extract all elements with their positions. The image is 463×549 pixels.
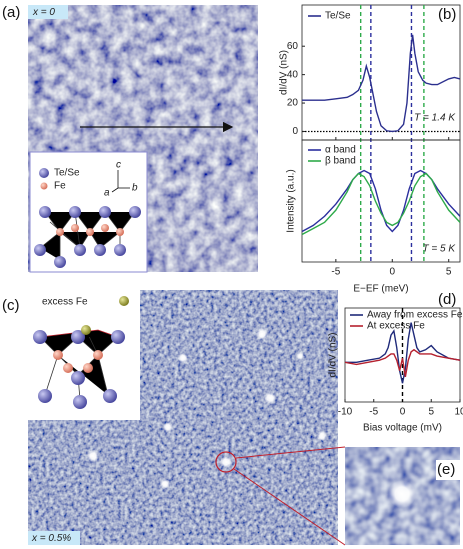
- crystal: [34, 206, 141, 268]
- zoom-line: [233, 468, 346, 546]
- axis-label: a: [104, 188, 110, 199]
- panel-label: (b): [438, 6, 456, 23]
- plot-frame: [301, 139, 461, 263]
- x-axis-label: E−EF (meV): [353, 284, 408, 295]
- legend-label: At excess Fe: [367, 321, 425, 332]
- legend-icon: [40, 182, 48, 190]
- legend-label: β band: [325, 156, 356, 167]
- x-tick-label: 0: [390, 267, 396, 278]
- y-tick-label: 20: [287, 98, 299, 109]
- panel-label: (e): [437, 461, 455, 478]
- axes-icon: [111, 170, 130, 193]
- label-box: [436, 460, 460, 480]
- axis-label: b: [132, 183, 138, 194]
- legend-label: Te/Se: [54, 168, 80, 179]
- y-tick-label: 0: [292, 126, 298, 137]
- legend-label: Fe: [54, 181, 66, 192]
- x-tick-label: 0: [400, 407, 406, 418]
- x-tick-label: -5: [369, 407, 378, 418]
- tag: x = 0: [32, 7, 55, 18]
- x-tick-label: 5: [446, 267, 452, 278]
- y-tick-label: 60: [287, 41, 299, 52]
- x-tick-label: 10: [454, 407, 463, 418]
- y-axis-label: dI/dV (nS): [279, 50, 290, 95]
- panel-label: (d): [438, 291, 456, 308]
- panel-label: (a): [2, 4, 20, 21]
- crystal: [33, 325, 125, 409]
- annotation: T = 1.4 K: [414, 113, 456, 124]
- series-line: [344, 348, 461, 378]
- x-tick-label: -10: [338, 407, 353, 418]
- y-tick-label: 40: [287, 69, 299, 80]
- legend-label: Te/Se: [325, 11, 351, 22]
- zoom-line: [235, 446, 346, 459]
- spot: [388, 480, 416, 508]
- legend-label: Away from excess Fe: [367, 310, 463, 321]
- legend-icon: [119, 296, 129, 306]
- series-line: [302, 34, 461, 133]
- tag-box: [28, 531, 80, 545]
- series-line: [301, 172, 461, 236]
- y-axis-label: Intensity (a.u.): [286, 169, 297, 232]
- annotation: T = 5 K: [422, 244, 456, 255]
- tag-box: [28, 5, 68, 19]
- highlight: [215, 451, 237, 473]
- x-tick-label: -5: [331, 267, 340, 278]
- y-axis-label: dI/dV (nS): [328, 332, 339, 377]
- series-line: [301, 169, 461, 233]
- series-line: [345, 322, 461, 384]
- axis-label: c: [116, 160, 121, 171]
- legend-label: excess Fe: [42, 297, 88, 308]
- tag: x = 0.5%: [31, 533, 71, 544]
- x-axis-label: Bias voltage (mV): [363, 423, 442, 434]
- x-tick-label: 5: [428, 407, 434, 418]
- legend-icon: [39, 168, 49, 178]
- panel-label: (c): [2, 297, 20, 314]
- legend-label: α band: [325, 145, 356, 156]
